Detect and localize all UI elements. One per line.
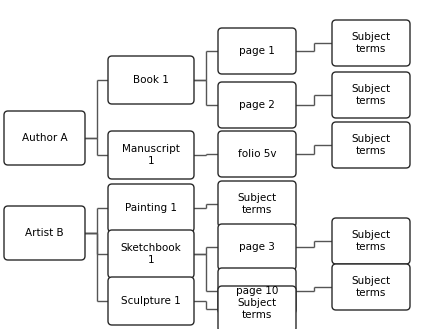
Text: page 3: page 3 [239,242,275,252]
Text: Subject
terms: Subject terms [237,298,277,320]
Text: Artist B: Artist B [25,228,64,238]
FancyBboxPatch shape [108,56,194,104]
Text: Sculpture 1: Sculpture 1 [121,296,181,306]
FancyBboxPatch shape [218,286,296,329]
FancyBboxPatch shape [108,131,194,179]
Text: Subject
terms: Subject terms [351,84,390,106]
FancyBboxPatch shape [332,72,410,118]
FancyBboxPatch shape [218,82,296,128]
FancyBboxPatch shape [218,268,296,314]
FancyBboxPatch shape [108,184,194,232]
Text: Subject
terms: Subject terms [351,276,390,298]
Text: Subject
terms: Subject terms [351,230,390,252]
FancyBboxPatch shape [332,20,410,66]
Text: Book 1: Book 1 [133,75,169,85]
Text: page 1: page 1 [239,46,275,56]
FancyBboxPatch shape [4,206,85,260]
FancyBboxPatch shape [218,28,296,74]
Text: page 10: page 10 [236,286,278,296]
FancyBboxPatch shape [218,224,296,270]
Text: Manuscript
1: Manuscript 1 [122,144,180,166]
Text: Subject
terms: Subject terms [351,32,390,54]
Text: page 2: page 2 [239,100,275,110]
Text: folio 5v: folio 5v [238,149,276,159]
Text: Subject
terms: Subject terms [351,134,390,156]
Text: Sketchbook
1: Sketchbook 1 [121,243,181,265]
FancyBboxPatch shape [4,111,85,165]
FancyBboxPatch shape [332,264,410,310]
FancyBboxPatch shape [218,131,296,177]
Text: Painting 1: Painting 1 [125,203,177,213]
FancyBboxPatch shape [332,122,410,168]
FancyBboxPatch shape [108,230,194,278]
FancyBboxPatch shape [218,181,296,227]
Text: Author A: Author A [22,133,67,143]
FancyBboxPatch shape [332,218,410,264]
FancyBboxPatch shape [108,277,194,325]
Text: Subject
terms: Subject terms [237,193,277,215]
